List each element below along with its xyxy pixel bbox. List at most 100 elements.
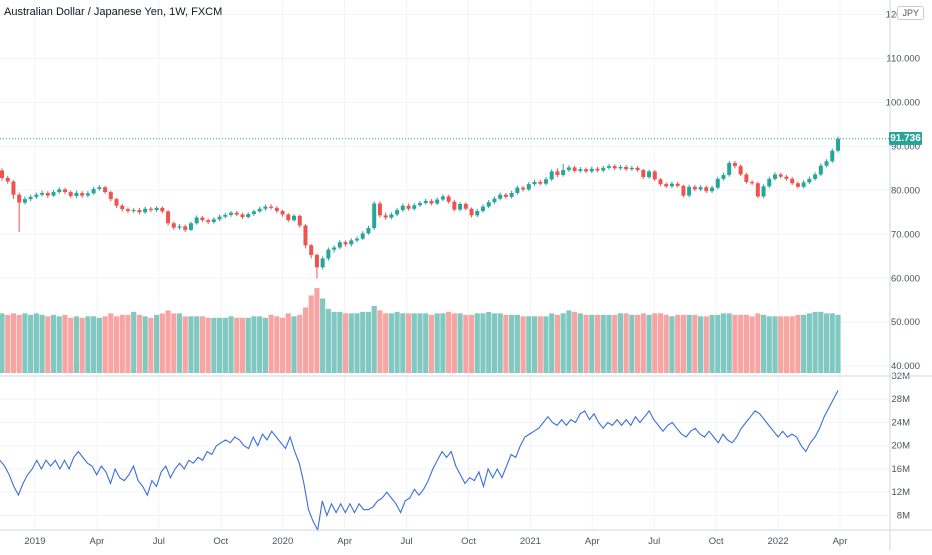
volume-bar [749,316,755,373]
candle-body [532,181,537,185]
candle-body [406,205,411,209]
volume-bar [274,316,280,373]
volume-bar [440,313,446,373]
candle-body [171,223,176,228]
candle-body [417,203,423,206]
candle-body [211,219,216,222]
volume-bar [715,314,721,373]
candle-body [475,210,480,216]
x-tick-label: 2019 [24,536,45,547]
candle-body [120,205,125,210]
volume-bar [434,313,440,373]
x-tick-label: Jul [648,536,660,547]
volume-bar [388,313,394,373]
volume-bar [297,314,303,373]
volume-bar [554,314,561,373]
candle-body [738,166,743,175]
volume-bar [245,317,251,373]
candle-body [269,206,274,208]
candle-body [710,187,715,192]
volume-bar [612,314,618,373]
volume-bar [182,316,188,373]
candle-body [246,214,251,218]
x-tick-label: 2021 [520,536,541,547]
candle-body [314,254,319,268]
x-tick-label: Jul [153,536,165,547]
candle-body [206,220,211,222]
currency-tag[interactable]: JPY [897,6,924,20]
candle-body [5,177,10,182]
price-tick-label: 60.000 [891,273,920,284]
candle-body [131,210,136,212]
volume-bar [514,314,520,373]
volume-bar [480,313,486,373]
volume-bar [33,313,39,373]
candle-body [395,210,400,215]
candle-body [240,214,245,218]
candle-body [229,212,234,215]
volume-bar [325,308,331,373]
candle-body [452,201,457,210]
volume-bar [268,314,274,373]
volume-bar [486,311,492,373]
candle-body [692,186,697,190]
candle-body [635,167,640,171]
volume-bar [652,313,658,373]
indicator-tick-label: 20M [892,441,911,452]
volume-bar [45,316,51,373]
candle-body [332,247,337,250]
candle-body [326,249,331,259]
candle-body [521,187,526,190]
candle-body [572,167,577,171]
candle-body [194,217,199,224]
candle-body [824,161,829,166]
volume-bar [446,311,452,373]
x-tick-label: Apr [585,536,600,547]
candle-body [303,225,308,246]
volume-bar [457,313,463,373]
candle-body [641,170,646,178]
candle-body [687,186,692,196]
volume-bar [623,313,629,373]
volume-bar [91,316,97,373]
candle-body [458,203,463,210]
volume-bar [205,317,211,373]
candle-body [337,242,342,248]
volume-bar [405,313,412,373]
candle-body [721,174,726,179]
volume-bar [108,313,114,373]
volume-bar [337,311,343,373]
candle-body [74,192,79,197]
candle-body [103,187,108,193]
volume-bar [154,314,160,373]
volume-bar [308,295,314,373]
volume-bar [348,313,354,373]
volume-bar [394,311,400,373]
volume-bar [829,313,835,373]
candle-body [320,258,325,268]
volume-bar [680,314,686,373]
candle-body [761,186,766,197]
candle-body [498,194,503,199]
volume-bar [119,314,125,373]
volume-bar [572,311,578,373]
volume-bar [600,314,606,373]
candle-body [343,242,348,245]
candle-body [200,217,205,221]
candle-body [664,184,669,187]
volume-bar [194,316,200,373]
candle-body [34,194,39,197]
volume-bar [801,314,807,373]
candle-body [360,233,365,239]
candle-body [349,240,354,245]
volume-bar [0,313,5,373]
volume-bar [165,310,171,373]
candle-layer [0,136,890,279]
volume-bar [159,313,165,373]
candle-body [755,183,760,197]
volume-bar [342,313,349,373]
volume-bar [136,314,143,373]
volume-bar [743,314,749,373]
